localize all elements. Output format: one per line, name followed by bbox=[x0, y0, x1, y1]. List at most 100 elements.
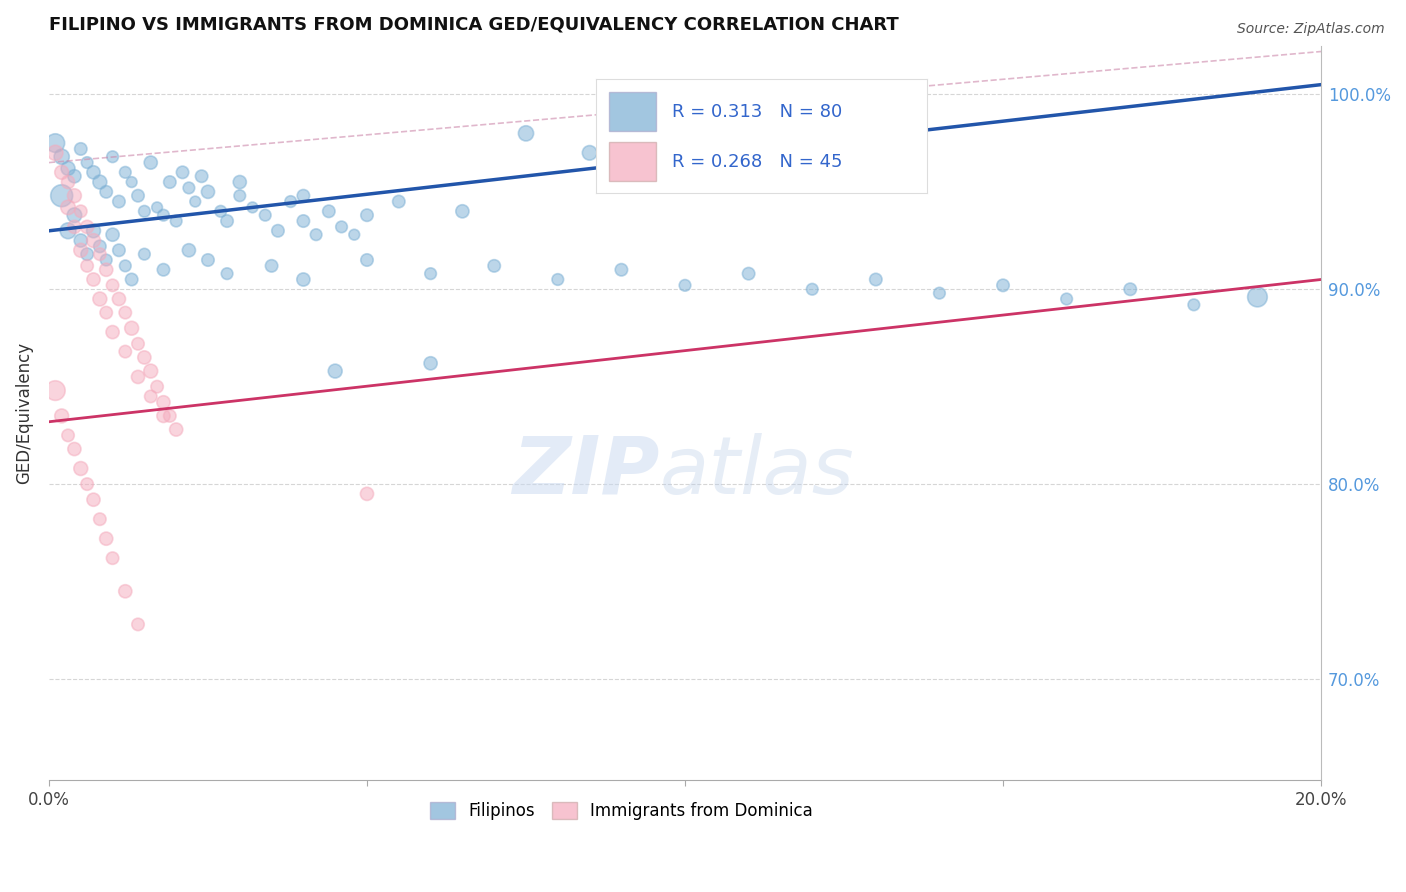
Point bbox=[419, 356, 441, 370]
Point bbox=[356, 208, 378, 222]
Point bbox=[101, 325, 124, 339]
Point bbox=[152, 262, 174, 277]
Point bbox=[482, 259, 505, 273]
Point bbox=[159, 175, 181, 189]
Point bbox=[56, 224, 79, 238]
Point bbox=[76, 219, 98, 234]
Point bbox=[165, 423, 187, 437]
Point bbox=[292, 272, 315, 286]
Point bbox=[267, 224, 290, 238]
Point bbox=[139, 155, 162, 169]
Text: atlas: atlas bbox=[659, 433, 855, 511]
Point bbox=[69, 461, 91, 475]
Point bbox=[89, 175, 111, 189]
Point bbox=[63, 188, 86, 202]
Point bbox=[146, 379, 169, 393]
Point bbox=[108, 244, 131, 258]
Point bbox=[63, 208, 86, 222]
Y-axis label: GED/Equivalency: GED/Equivalency bbox=[15, 342, 32, 484]
Point bbox=[190, 169, 212, 184]
Point bbox=[56, 201, 79, 215]
Point bbox=[56, 161, 79, 176]
Point bbox=[51, 150, 73, 164]
Point bbox=[159, 409, 181, 423]
Text: FILIPINO VS IMMIGRANTS FROM DOMINICA GED/EQUIVALENCY CORRELATION CHART: FILIPINO VS IMMIGRANTS FROM DOMINICA GED… bbox=[49, 15, 898, 33]
Point bbox=[673, 278, 696, 293]
Point bbox=[737, 267, 759, 281]
Point bbox=[127, 617, 149, 632]
Point bbox=[323, 364, 346, 378]
Point bbox=[89, 247, 111, 261]
Point bbox=[63, 169, 86, 184]
Point bbox=[1246, 290, 1268, 304]
Point bbox=[82, 492, 104, 507]
Point bbox=[51, 188, 73, 202]
Point bbox=[928, 286, 950, 301]
Text: Source: ZipAtlas.com: Source: ZipAtlas.com bbox=[1237, 22, 1385, 37]
Point bbox=[177, 244, 200, 258]
Point bbox=[121, 321, 143, 335]
Point bbox=[101, 227, 124, 242]
Point bbox=[76, 477, 98, 491]
Point bbox=[76, 247, 98, 261]
Point bbox=[69, 142, 91, 156]
Point bbox=[343, 227, 366, 242]
Point bbox=[121, 175, 143, 189]
Point bbox=[69, 244, 91, 258]
Point bbox=[96, 532, 118, 546]
Point bbox=[44, 145, 66, 160]
Point bbox=[547, 272, 569, 286]
Point bbox=[82, 234, 104, 248]
Point bbox=[56, 175, 79, 189]
Point bbox=[280, 194, 302, 209]
Point bbox=[114, 344, 136, 359]
Point bbox=[152, 208, 174, 222]
Point bbox=[51, 165, 73, 179]
Point bbox=[101, 278, 124, 293]
Point bbox=[114, 259, 136, 273]
Point bbox=[101, 551, 124, 566]
Point bbox=[51, 409, 73, 423]
Point bbox=[229, 175, 252, 189]
Point bbox=[330, 219, 353, 234]
Point bbox=[96, 305, 118, 319]
Point bbox=[89, 512, 111, 526]
Point bbox=[82, 165, 104, 179]
Point bbox=[209, 204, 232, 219]
Point bbox=[419, 267, 441, 281]
Point bbox=[76, 259, 98, 273]
Point bbox=[63, 442, 86, 456]
Point bbox=[127, 370, 149, 384]
Point bbox=[215, 214, 238, 228]
Point bbox=[292, 188, 315, 202]
Point bbox=[610, 262, 633, 277]
Point bbox=[254, 208, 277, 222]
Point bbox=[318, 204, 340, 219]
Point bbox=[356, 487, 378, 501]
Point bbox=[114, 584, 136, 599]
Point bbox=[127, 336, 149, 351]
Point bbox=[114, 305, 136, 319]
Point bbox=[356, 252, 378, 267]
Point bbox=[801, 282, 824, 296]
Point bbox=[1119, 282, 1142, 296]
Point bbox=[56, 428, 79, 442]
Point bbox=[69, 204, 91, 219]
Point bbox=[69, 234, 91, 248]
Point bbox=[165, 214, 187, 228]
Point bbox=[184, 194, 207, 209]
Point bbox=[197, 252, 219, 267]
Point bbox=[96, 252, 118, 267]
Point bbox=[89, 239, 111, 253]
Point bbox=[101, 150, 124, 164]
Point bbox=[991, 278, 1014, 293]
Point bbox=[127, 188, 149, 202]
Legend: Filipinos, Immigrants from Dominica: Filipinos, Immigrants from Dominica bbox=[423, 796, 820, 827]
Point bbox=[1056, 292, 1078, 306]
Point bbox=[134, 247, 156, 261]
Point bbox=[108, 194, 131, 209]
Point bbox=[197, 185, 219, 199]
Point bbox=[96, 185, 118, 199]
Point bbox=[451, 204, 474, 219]
Point bbox=[305, 227, 328, 242]
